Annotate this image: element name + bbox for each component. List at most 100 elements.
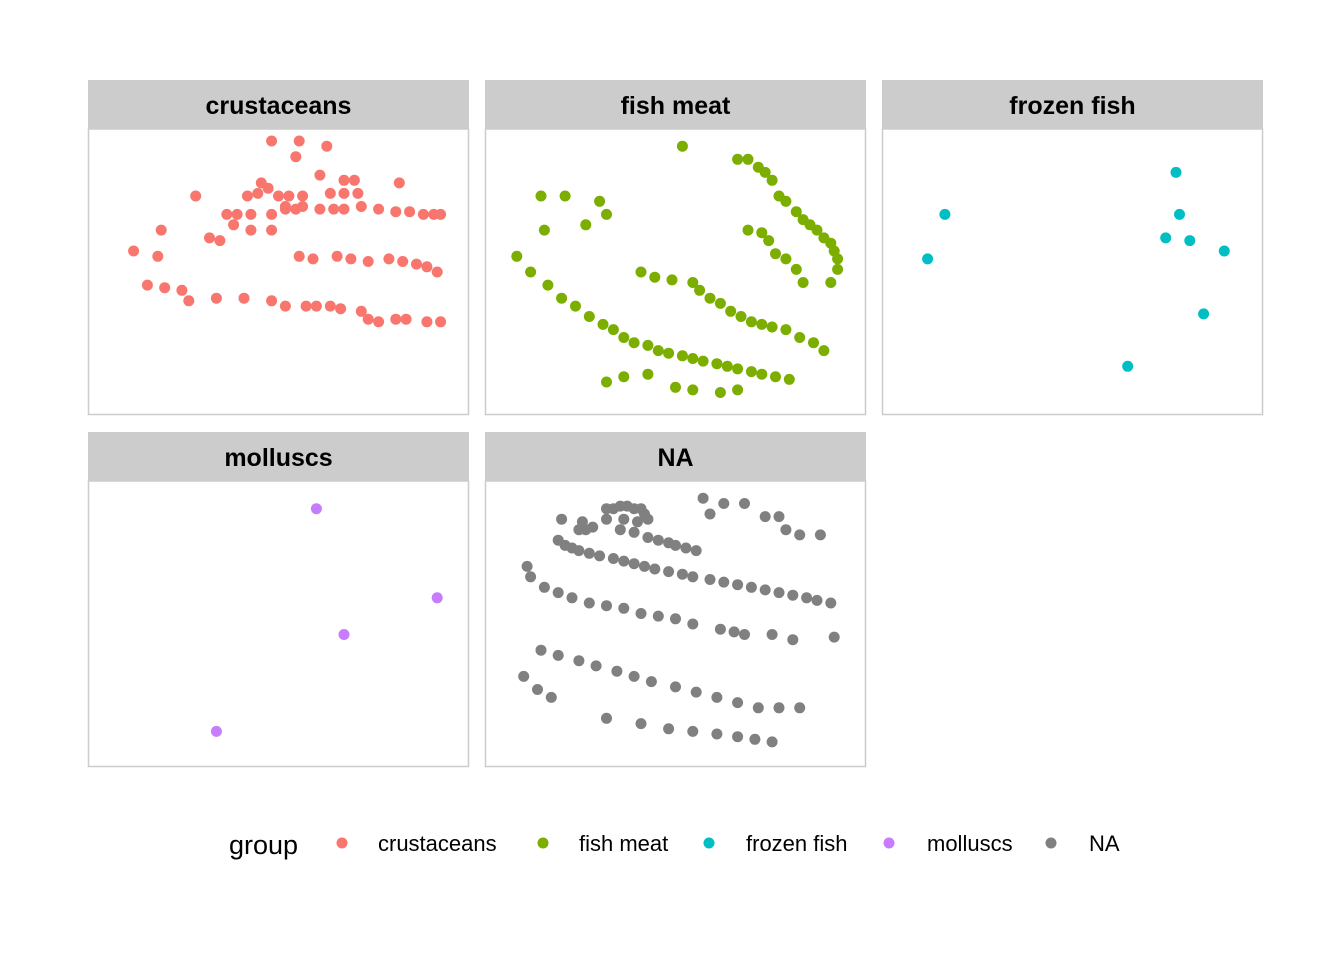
data-point	[310, 300, 322, 312]
data-point	[642, 368, 654, 380]
data-point	[745, 581, 757, 593]
data-point	[245, 208, 257, 220]
data-point	[573, 545, 585, 557]
data-point	[338, 187, 350, 199]
facet-strip-label: molluscs	[224, 444, 332, 472]
data-point	[687, 384, 699, 396]
data-point	[742, 153, 754, 165]
data-point	[735, 311, 747, 322]
data-point	[283, 190, 295, 202]
data-point	[435, 316, 447, 328]
data-point	[749, 733, 761, 745]
facet-plot-area	[484, 128, 867, 416]
legend-item-na: NA	[1045, 831, 1120, 856]
data-point	[759, 584, 771, 596]
data-point	[739, 629, 750, 640]
data-point	[670, 613, 681, 625]
data-point	[279, 300, 291, 312]
data-point	[618, 602, 630, 614]
data-point	[704, 508, 716, 520]
data-point	[1184, 235, 1196, 247]
data-point	[676, 350, 688, 362]
facet-strip-label: fish meat	[621, 92, 731, 120]
data-point	[338, 174, 350, 186]
legend-key	[336, 837, 348, 849]
data-point	[642, 513, 654, 525]
data-point	[614, 524, 626, 536]
data-point	[552, 587, 564, 599]
facet-panels: crustaceans fish meat frozen fish molluscs N…	[87, 80, 1264, 768]
data-point	[687, 353, 699, 364]
legend-key	[537, 837, 549, 849]
data-point	[939, 208, 951, 220]
data-point	[417, 208, 429, 220]
data-point	[745, 316, 757, 328]
data-point	[618, 371, 630, 383]
data-point	[780, 195, 792, 207]
data-point	[752, 702, 764, 714]
legend-label: fish meat	[579, 831, 668, 856]
data-point	[759, 511, 771, 523]
data-point	[676, 568, 688, 580]
data-point	[390, 313, 402, 325]
data-point	[266, 224, 278, 236]
data-point	[535, 190, 547, 202]
data-point	[266, 208, 278, 220]
data-point	[400, 313, 412, 325]
data-point	[338, 629, 350, 640]
data-point	[324, 187, 336, 199]
data-point	[601, 513, 612, 525]
facet-panel-na: NA	[484, 432, 867, 768]
data-point	[521, 560, 533, 572]
legend-label: molluscs	[927, 831, 1013, 856]
legend: group crustaceans fish meat frozen fish mol…	[229, 830, 1120, 860]
data-point	[663, 723, 675, 735]
data-point	[594, 195, 606, 207]
data-point	[532, 684, 543, 695]
data-point	[687, 277, 699, 288]
data-point	[155, 224, 167, 236]
data-point	[770, 248, 781, 260]
data-point	[594, 550, 606, 562]
data-point	[780, 324, 792, 336]
data-point	[759, 166, 771, 178]
data-point	[1122, 360, 1134, 372]
data-point	[214, 235, 226, 247]
data-point	[245, 224, 257, 236]
legend-items: crustaceans fish meat frozen fish molluscs N…	[336, 831, 1120, 856]
data-point	[597, 318, 609, 330]
data-point	[404, 206, 416, 218]
data-point	[832, 263, 844, 275]
data-point	[1198, 308, 1210, 320]
facet-strip-label: frozen fish	[1009, 92, 1135, 120]
data-point	[770, 371, 781, 383]
data-point	[431, 592, 443, 604]
data-point	[210, 725, 222, 737]
data-point	[766, 321, 778, 333]
data-point	[573, 655, 585, 667]
data-point	[676, 140, 688, 152]
data-point	[697, 492, 709, 504]
facet-plot-area	[881, 128, 1264, 416]
data-point	[797, 277, 809, 288]
legend-label: frozen fish	[746, 831, 848, 856]
data-point	[635, 266, 647, 278]
data-point	[832, 253, 844, 265]
legend-label: crustaceans	[378, 831, 497, 856]
legend-key	[883, 837, 895, 849]
data-point	[649, 563, 661, 575]
data-point	[687, 571, 699, 583]
data-point	[583, 547, 595, 559]
data-point	[618, 332, 630, 343]
data-point	[687, 618, 699, 630]
data-point	[645, 676, 657, 688]
data-point	[652, 610, 664, 622]
data-point	[601, 600, 612, 612]
data-point	[518, 670, 530, 682]
data-point	[663, 347, 675, 359]
data-point	[814, 529, 826, 541]
data-point	[714, 623, 726, 635]
data-point	[739, 498, 750, 509]
data-point	[756, 227, 768, 239]
data-point	[618, 555, 630, 567]
